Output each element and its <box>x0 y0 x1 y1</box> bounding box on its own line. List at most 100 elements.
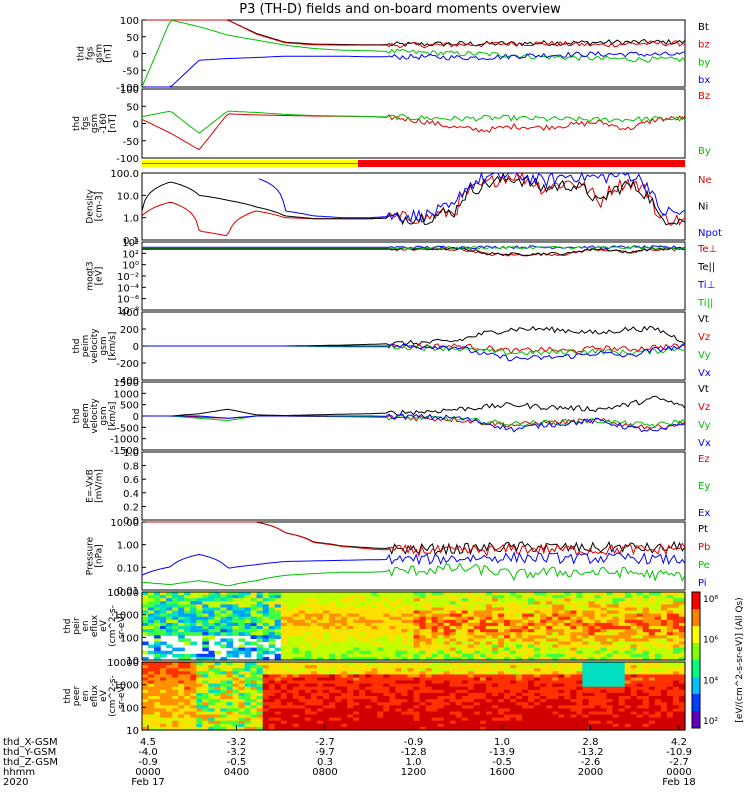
spectrogram-cell <box>202 689 209 694</box>
spectrogram-cell <box>389 705 396 709</box>
spectrogram-cell <box>612 626 620 630</box>
spectrogram-cell <box>630 635 638 639</box>
spectrogram-cell <box>660 629 668 633</box>
spectrogram-cell <box>341 674 348 679</box>
spectrogram-cell <box>317 726 324 731</box>
spectrogram-cell <box>528 619 535 624</box>
spectrogram-cell <box>154 671 161 675</box>
spectrogram-cell <box>522 671 529 675</box>
spectrogram-cell <box>498 626 505 630</box>
spectrogram-cell <box>642 683 650 688</box>
spectrogram-cell <box>636 696 644 700</box>
spectrogram-cell <box>395 702 402 706</box>
spectrogram-cell <box>606 598 614 602</box>
spectrogram-cell <box>618 644 626 649</box>
spectrogram-cell <box>317 653 324 658</box>
spectrogram-cell <box>377 607 384 612</box>
spectrogram-cell <box>425 622 433 627</box>
spectrogram-cell <box>588 653 596 658</box>
spectrogram-cell <box>178 598 185 602</box>
spectrogram-cell <box>570 622 577 627</box>
spectrogram-cell <box>148 671 155 675</box>
spectrogram-cell <box>359 692 366 697</box>
spectrogram-cell <box>648 607 656 612</box>
spectrogram-cell <box>594 592 602 596</box>
spectrogram-cell <box>178 601 185 605</box>
spectrogram-cell <box>256 726 264 731</box>
spectrogram-cell <box>491 699 499 703</box>
spectrogram-cell <box>504 604 511 609</box>
spectrogram-cell <box>606 702 614 706</box>
spectrogram-cell <box>178 677 185 682</box>
spectrogram-cell <box>588 668 596 672</box>
spectrogram-cell <box>576 668 583 672</box>
spectrogram-cell <box>347 680 354 685</box>
spectrogram-cell <box>280 726 288 731</box>
spectrogram-cell <box>154 662 161 666</box>
spectrogram-cell <box>377 686 384 691</box>
spectrogram-cell <box>184 641 191 646</box>
spectrogram-cell <box>389 607 396 612</box>
spectrogram-cell <box>534 610 541 615</box>
spectrogram-cell <box>407 674 415 679</box>
spectrogram-cell <box>479 592 487 596</box>
spectrogram-cell <box>310 702 318 706</box>
spectrogram-cell <box>286 604 294 609</box>
spectrogram-cell <box>570 598 577 602</box>
spectrogram-cell <box>648 632 656 636</box>
spectrogram-cell <box>510 656 517 661</box>
spectrogram-cell <box>413 708 421 713</box>
spectrogram-cell <box>250 717 258 722</box>
spectrogram-cell <box>196 723 203 728</box>
spectrogram-cell <box>292 647 300 652</box>
spectrogram-cell <box>323 622 330 627</box>
orbit-row-value: 1.0 <box>406 757 422 768</box>
spectrogram-cell <box>672 641 680 646</box>
y-tick-label: 0.01 <box>117 586 139 597</box>
spectrogram-cell <box>280 720 288 725</box>
spectrogram-cell <box>232 668 240 672</box>
spectrogram-cell <box>190 601 197 605</box>
spectrogram-cell <box>341 595 348 599</box>
spectrogram-cell <box>660 607 668 612</box>
spectrogram-cell <box>540 595 547 599</box>
spectrogram-cell <box>166 717 173 722</box>
spectrogram-cell <box>594 635 602 639</box>
spectrogram-cell <box>654 650 662 655</box>
spectrogram-cell <box>317 665 324 669</box>
spectrogram-cell <box>323 629 330 633</box>
spectrogram-cell <box>679 601 686 605</box>
spectrogram-cell <box>371 720 378 725</box>
spectrogram-cell <box>196 604 203 609</box>
spectrogram-cell <box>419 668 427 672</box>
spectrogram-cell <box>425 726 433 731</box>
spectrogram-cell <box>323 702 330 706</box>
spectrogram-cell <box>588 601 596 605</box>
spectrogram-cell <box>202 674 209 679</box>
spectrogram-cell <box>479 699 487 703</box>
series-fgs-gsm-1 <box>142 19 686 49</box>
spectrogram-cell <box>485 638 493 643</box>
y-tick-label: 400 <box>120 308 139 319</box>
spectrogram-cell <box>461 671 469 675</box>
spectrogram-cell <box>528 626 535 630</box>
spectrogram-cell <box>516 641 523 646</box>
spectrogram-cell <box>395 686 402 691</box>
spectrogram-cell <box>431 726 439 731</box>
spectrogram-cell <box>268 714 276 719</box>
spectrogram-cell <box>160 726 167 731</box>
spectrogram-cell <box>329 720 336 725</box>
spectrogram-cell <box>280 607 288 612</box>
spectrogram-cell <box>491 647 499 652</box>
spectrogram-cell <box>624 674 632 679</box>
spectrogram-cell <box>274 671 282 675</box>
spectrogram-cell <box>546 598 553 602</box>
spectrogram-cell <box>540 626 547 630</box>
spectrogram-cell <box>196 708 203 713</box>
spectrogram-cell <box>292 680 300 685</box>
spectrogram-cell <box>528 723 535 728</box>
spectrogram-cell <box>347 613 354 618</box>
spectrogram-cell <box>413 665 421 669</box>
spectrogram-cell <box>383 607 390 612</box>
